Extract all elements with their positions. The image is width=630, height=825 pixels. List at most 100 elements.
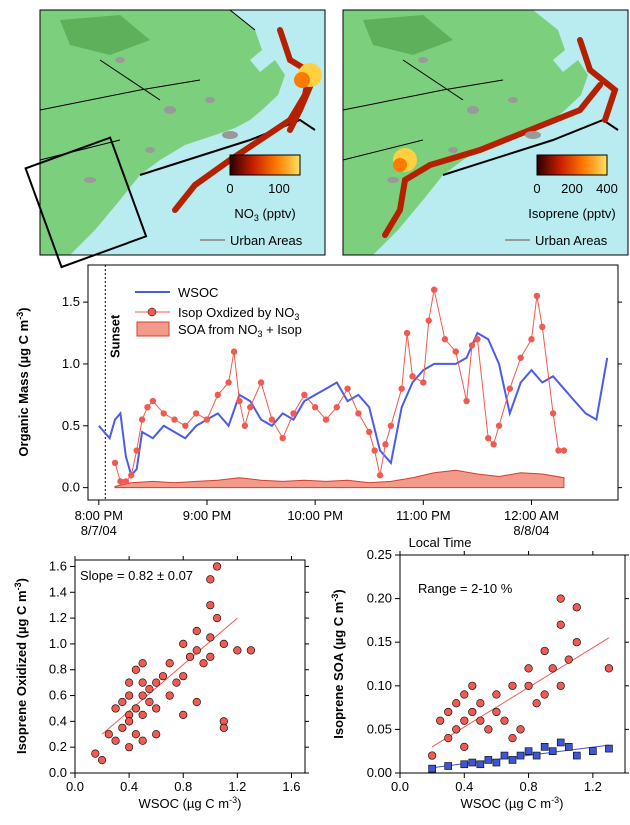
scatter-point-red [484,725,493,734]
isop-point [468,342,476,349]
isop-point [128,472,135,479]
scatter-point-blue [556,738,565,747]
series-wsoc-line [98,331,609,478]
scatter-point [158,672,168,681]
scatter-point [138,691,147,700]
scatter-point [165,659,174,668]
isop-point [322,416,330,423]
isop-point [528,336,535,343]
map-land [40,10,285,255]
x-tick-label: 0.8 [174,779,192,794]
scatter-point [145,684,154,694]
isop-point [203,416,211,423]
isop-point [485,434,492,442]
scatter-point-red [532,699,541,708]
scatter-point-blue [572,751,581,760]
legend-marker-isop [147,307,157,317]
timeseries-chart: 0.0 0.5 1.0 1.5 8:00 PM8/7/04 9:00 PM 10:00 P… [15,264,622,550]
isop-point [474,336,481,343]
scatter-point-red [540,646,549,656]
map-frame [39,9,326,256]
x-tick-label: 0.4 [455,779,473,794]
y-tick-label: 0.0 [62,480,80,495]
y-tick-label: 0.2 [49,739,67,754]
series-soa-area [114,469,565,489]
map-track [382,37,619,238]
scatter-point-red [476,716,485,725]
x-tick-label: 1.6 [282,779,300,794]
y-tick-label: 0.10 [367,678,392,693]
isop-point [241,422,249,429]
isop-point [420,379,427,386]
x-axis: 0.0 0.4 0.8 1.2 1.6 [66,556,301,794]
x-axis-label: WSOC (µg C m-3) [461,795,564,811]
scatter-point-red [436,716,445,725]
scatter-point [111,736,120,745]
scatter-point-red [460,742,469,751]
scatter-point-blue [468,758,477,767]
isop-point [355,410,362,417]
scatter-point [125,678,134,687]
colorbar-tick: 0 [533,181,540,196]
scatter-point-red [444,734,453,743]
isop-point [333,404,340,411]
scatter-point [131,665,140,674]
scatter-point-red [556,594,565,603]
scatter-point [138,710,147,720]
scatter-point-blue [500,751,509,760]
colorbar-tick: 0 [226,181,233,196]
scatter-point [152,678,161,687]
scatter-point [125,743,134,752]
isop-point [171,416,178,423]
map-frame [342,9,629,256]
isop-point [138,416,146,423]
map-upland [363,15,453,55]
x-axis: 8:00 PM8/7/04 9:00 PM 10:00 PM 11:00 PM 12:0… [75,500,559,538]
isop-point [122,478,130,485]
scatter-point [206,575,215,584]
legend-label-soa: SOA from NO3 + Isop [178,322,302,339]
colorbar-label: Isoprene (pptv) [528,206,615,221]
isop-point [441,336,449,343]
isop-point [247,404,254,411]
isop-point [533,292,541,300]
legend-label-isop: Isop Oxdized by NO3 [178,305,299,322]
scatter-point-blue [516,751,525,760]
isop-point [133,447,140,454]
scatter-point [179,710,188,720]
scatter-point-red [452,725,461,734]
scatter-point [138,659,147,668]
scatter-point-red [604,664,614,673]
isop-point [376,472,384,479]
x-axis-label: WSOC (µg C m-3) [139,795,242,811]
isop-point [149,397,157,405]
scatter-point [219,723,228,732]
y-tick-label: 0.05 [367,721,392,736]
colorbar-tick: 400 [596,181,618,196]
y-tick-label: 1.4 [49,584,67,599]
scatter-point [206,601,215,610]
isop-point [160,410,167,417]
scatter-point-red [508,734,517,743]
colorbar-tick: 200 [561,181,583,196]
scatter-point [131,704,140,713]
y-axis: 0.00 0.05 0.10 0.15 0.20 0.25 [367,547,629,780]
scatter-point [97,755,107,765]
scatter-points-red [428,594,614,760]
x-tick-label: 0.8 [520,779,538,794]
x-axis-label: Local Time [409,535,472,550]
scatter-point-blue [548,747,557,756]
isop-point [144,404,151,411]
fit-line-upper [431,637,610,748]
scatter-isoprene-soa: 0.00 0.05 0.10 0.15 0.20 0.25 0.0 0.4 0.8 1.2 Is… [330,547,629,811]
isop-point [539,323,546,331]
isop-point [387,422,395,429]
y-axis-label: Organic Mass (µg C m-3) [15,307,31,456]
plot-frame [399,554,626,774]
isop-point [560,447,568,454]
map-hotspot [294,72,310,88]
legend-label-wsoc: WSOC [178,285,218,300]
scatter-point [118,697,127,707]
scatter-point-red [492,707,501,717]
scatter-point [246,646,255,655]
